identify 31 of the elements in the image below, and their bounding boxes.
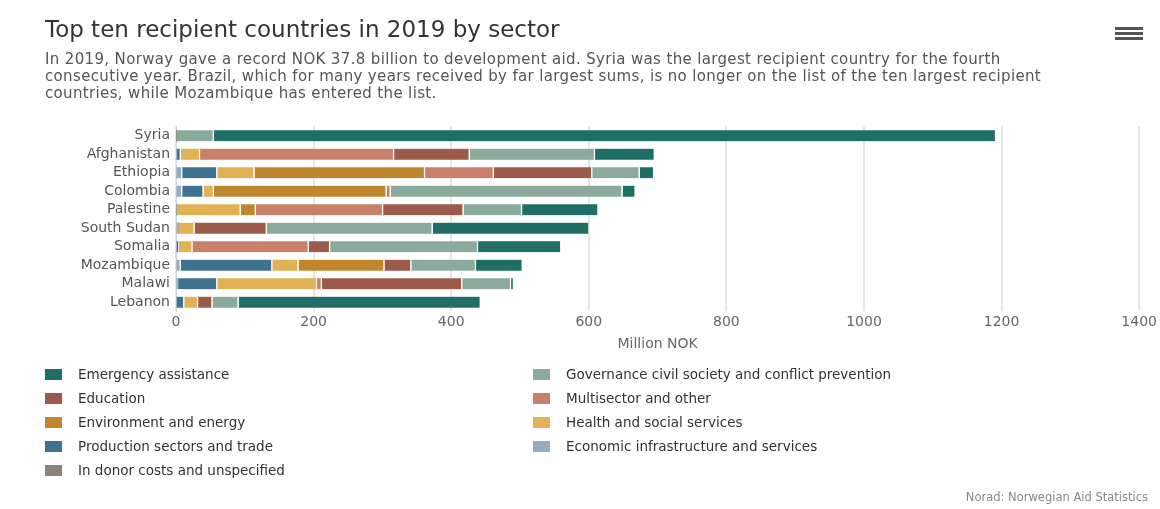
legend-label: Education xyxy=(78,390,146,406)
chart-subtitle: In 2019, Norway gave a record NOK 37.8 billion to development aid. Syria was the largest recipient country for the fourth consecutive year. Brazil, which for many years received by far largest sums, is no longer on the list of the ten largest recipient countries, while Mozambique has entered the list. xyxy=(45,50,1043,102)
text: Norad: Norwegian Aid Statistics xyxy=(965,490,1148,504)
y-tick-label: Mozambique xyxy=(80,255,170,272)
x-tick-label: 1000 xyxy=(846,313,882,330)
legend-label: Environment and energy xyxy=(78,414,246,430)
legend-label: Governance civil society and conflict prevention xyxy=(566,366,892,382)
legend-label: In donor costs and unspecified xyxy=(78,462,285,478)
legend-label: Economic infrastructure and services xyxy=(566,438,818,454)
legend-label: Production sectors and trade xyxy=(78,438,273,454)
y-tick-label: Palestine xyxy=(106,200,170,217)
legend-label: Multisector and other xyxy=(566,390,711,406)
y-tick-label: Ethiopia xyxy=(112,163,170,180)
y-tick-label: South Sudan xyxy=(80,218,170,235)
legend-label: Emergency assistance xyxy=(78,366,230,382)
chart-title: Top ten recipient countries in 2019 by sector xyxy=(45,16,560,42)
legend-label: Health and social services xyxy=(566,414,743,430)
x-tick-label: 0 xyxy=(171,313,181,330)
y-tick-label: Malawi xyxy=(121,274,170,291)
x-tick-label: 1400 xyxy=(1121,313,1158,330)
y-tick-label: Afghanistan xyxy=(86,144,170,161)
y-tick-label: Somalia xyxy=(113,237,170,254)
x-tick-label: 1200 xyxy=(983,313,1020,330)
y-tick-label: Syria xyxy=(134,126,170,143)
y-tick-label: Colombia xyxy=(104,181,170,198)
x-tick-label: 400 xyxy=(437,313,465,330)
x-tick-label: 200 xyxy=(300,313,327,330)
x-axis-title: Million NOK xyxy=(617,335,699,352)
x-tick-label: 600 xyxy=(575,313,603,330)
x-tick-label: 800 xyxy=(713,313,740,330)
y-tick-label: Lebanon xyxy=(110,292,170,309)
